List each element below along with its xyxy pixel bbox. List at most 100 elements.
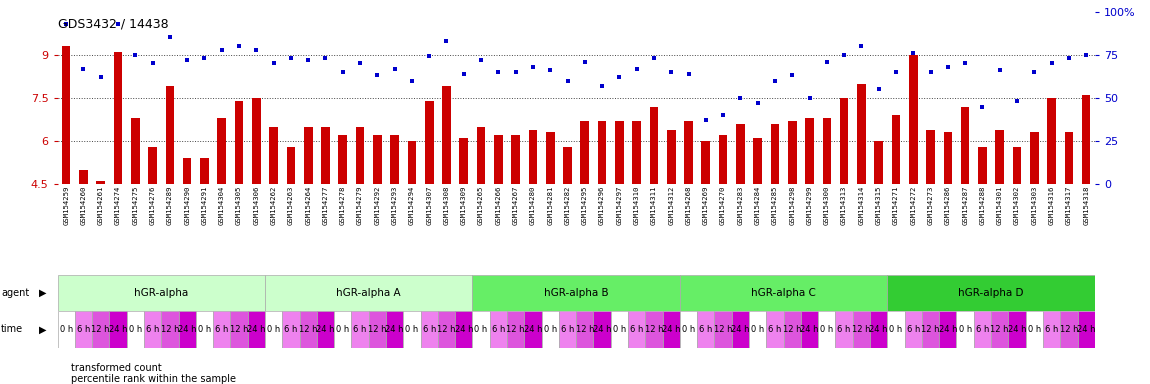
Point (316, 55, 335, 61)
Text: GSM154259: GSM154259 (63, 186, 69, 225)
Text: 12 h: 12 h (1059, 325, 1078, 334)
Text: GSM154317: GSM154317 (1066, 186, 1072, 225)
Text: 12 h: 12 h (161, 325, 179, 334)
Text: 6 h: 6 h (768, 325, 782, 334)
Bar (321, 127, 330, 184)
Text: 24 h: 24 h (1076, 325, 1096, 334)
Text: 24 h: 24 h (316, 325, 335, 334)
Bar (1065, 132, 1073, 184)
Bar (766, 311, 783, 348)
Point (835, 51, 853, 58)
Text: 24 h: 24 h (593, 325, 612, 334)
Text: 0 h: 0 h (958, 325, 972, 334)
Text: 12 h: 12 h (645, 325, 664, 334)
Text: GSM154264: GSM154264 (305, 186, 312, 225)
Bar (749, 311, 766, 348)
Bar (390, 136, 399, 184)
Bar (1026, 311, 1043, 348)
Bar (611, 311, 628, 348)
Point (420, 53, 438, 60)
Bar (770, 124, 780, 184)
Bar (424, 101, 434, 184)
Bar (75, 311, 92, 348)
Text: 12 h: 12 h (783, 325, 802, 334)
Point (264, 60, 283, 66)
Text: 0 h: 0 h (820, 325, 834, 334)
Text: GSM154270: GSM154270 (720, 186, 726, 225)
Text: GSM154275: GSM154275 (132, 186, 138, 225)
Text: GSM154285: GSM154285 (772, 186, 777, 225)
Point (437, 38, 455, 44)
Text: GSM154276: GSM154276 (150, 186, 155, 225)
Text: GSM154266: GSM154266 (496, 186, 501, 225)
Bar (369, 311, 386, 348)
Text: 12 h: 12 h (506, 325, 524, 334)
Bar (455, 311, 473, 348)
Bar (1030, 132, 1038, 184)
Text: GSM154313: GSM154313 (841, 186, 848, 225)
Bar (338, 136, 347, 184)
Text: 6 h: 6 h (77, 325, 90, 334)
Bar (783, 311, 800, 348)
Text: 24 h: 24 h (662, 325, 681, 334)
Point (92, 74, 110, 80)
Bar (352, 311, 369, 348)
Bar (264, 275, 473, 311)
Bar (680, 311, 697, 348)
Text: GSM154295: GSM154295 (582, 186, 588, 225)
Bar (632, 121, 641, 184)
Bar (645, 311, 662, 348)
Text: 12 h: 12 h (921, 325, 940, 334)
Point (956, 60, 974, 66)
Text: hGR-alpha A: hGR-alpha A (337, 288, 401, 298)
Text: GSM154282: GSM154282 (565, 186, 570, 225)
Text: GSM154293: GSM154293 (392, 186, 398, 225)
Bar (719, 136, 728, 184)
Point (334, 69, 352, 75)
Point (593, 83, 612, 89)
Bar (960, 107, 969, 184)
Point (368, 72, 386, 78)
Point (628, 65, 646, 71)
Text: 0 h: 0 h (613, 325, 626, 334)
Text: agent: agent (1, 288, 30, 298)
Text: 12 h: 12 h (92, 325, 110, 334)
Bar (871, 311, 888, 348)
Bar (438, 311, 455, 348)
Text: time: time (1, 324, 23, 334)
Text: GSM154287: GSM154287 (963, 186, 968, 225)
Bar (407, 141, 416, 184)
Bar (680, 275, 888, 311)
Text: GSM154299: GSM154299 (806, 186, 813, 225)
Text: 6 h: 6 h (561, 325, 574, 334)
Bar (217, 118, 227, 184)
Text: hGR-alpha D: hGR-alpha D (958, 288, 1024, 298)
Bar (507, 311, 524, 348)
Bar (564, 147, 572, 184)
Text: GSM154262: GSM154262 (270, 186, 277, 225)
Point (783, 72, 802, 78)
Point (1042, 60, 1060, 66)
Bar (286, 147, 296, 184)
Bar (974, 311, 991, 348)
Point (402, 78, 421, 84)
Point (990, 67, 1009, 73)
Text: GSM154310: GSM154310 (634, 186, 639, 225)
Bar (926, 130, 935, 184)
Point (645, 55, 664, 61)
Text: GSM154273: GSM154273 (928, 186, 934, 225)
Point (351, 60, 369, 66)
Bar (576, 311, 593, 348)
Bar (335, 311, 352, 348)
Bar (857, 84, 866, 184)
Bar (840, 98, 849, 184)
Point (818, 58, 836, 65)
Point (731, 95, 750, 101)
Bar (264, 311, 282, 348)
Text: 6 h: 6 h (699, 325, 713, 334)
Text: GSM154265: GSM154265 (478, 186, 484, 225)
Text: 6 h: 6 h (906, 325, 920, 334)
Bar (114, 52, 122, 184)
Text: 6 h: 6 h (975, 325, 989, 334)
Text: 0 h: 0 h (336, 325, 350, 334)
